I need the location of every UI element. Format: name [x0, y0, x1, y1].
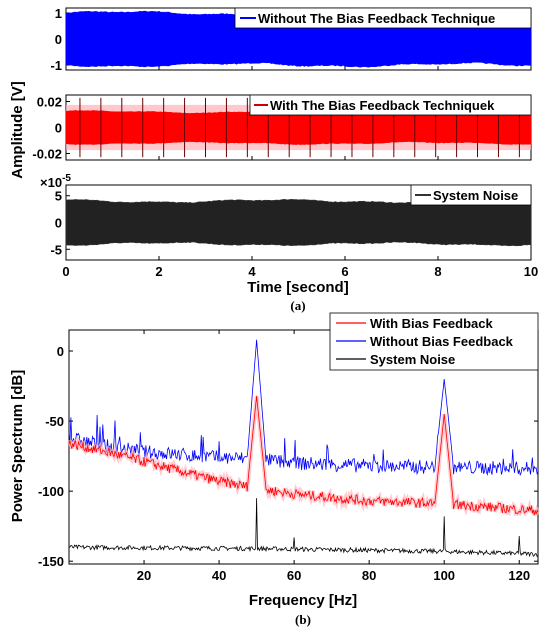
panel-a-xtick-4: 8 [434, 264, 441, 279]
panel-b: 20 40 60 80 100 120 0 -50 -100 -150 With Bias Fee… [9, 312, 540, 627]
panel-b-xtick-4: 100 [433, 568, 455, 583]
panel-a-xtick-5: 10 [524, 264, 538, 279]
subplot-a2: 0.02 0 -0.02 With The Bias Feedback Techni… [32, 94, 532, 162]
panel-b-ytick-1: -50 [45, 414, 64, 429]
subplot-a2-legend-box [249, 94, 532, 116]
panel-b-legend: With Bias Feedback Without Bias Feedback… [329, 312, 539, 371]
panel-b-frame [68, 329, 539, 565]
panel-b-xtick-1: 40 [212, 568, 226, 583]
panel-b-caption: (b) [295, 612, 311, 627]
subplot-a2-ytick-1: 0 [55, 121, 62, 136]
subplot-a3-legend-box [410, 184, 532, 206]
subplot-a2-spikes [79, 97, 520, 158]
panel-b-ytick-3: -150 [38, 554, 64, 569]
subplot-a2-legend-label: With The Bias Feedback Techniquek [270, 98, 495, 113]
panel-a: Amplitude [V] 10-1 Without The Bias Feed… [9, 6, 538, 313]
subplot-a2-legend: With The Bias Feedback Techniquek [249, 94, 532, 116]
subplot-a1: 1 0 -1 Without The Bias Feedback Technique [50, 6, 532, 73]
panel-a-ylabel: Amplitude [V] [9, 81, 26, 179]
panel-b-series-0 [68, 395, 539, 516]
subplot-a3-scale-label: ×10-5 [40, 173, 71, 190]
panel-b-ytick-2: -100 [38, 484, 64, 499]
panel-a-xticks: 0 2 4 6 8 10 [62, 264, 538, 279]
panel-b-xtick-3: 80 [362, 568, 376, 583]
panel-b-ticks: 20 40 60 80 100 120 0 -50 -100 -150 [38, 330, 538, 583]
panel-a-caption: (a) [290, 298, 305, 313]
panel-a-xtick-3: 6 [341, 264, 348, 279]
subplot-a1-ytick-1: 0 [55, 32, 62, 47]
panel-b-ylabel: Power Spectrum [dB] [9, 370, 26, 523]
panel-b-series [67, 339, 540, 558]
subplot-a3-legend-label: System Noise [433, 188, 518, 203]
panel-b-xtick-0: 20 [137, 568, 151, 583]
panel-b-legend-label-2: System Noise [370, 352, 455, 367]
panel-a-xtick-0: 0 [62, 264, 69, 279]
subplot-a3-ytick-0: 5 [55, 189, 62, 204]
subplot-a1-legend: Without The Bias Feedback Technique [234, 7, 532, 29]
subplot-a3-trace [65, 198, 532, 247]
subplot-a1-ytick-0: 1 [55, 6, 62, 21]
panel-b-xlabel: Frequency [Hz] [249, 592, 357, 609]
subplot-a2-ytick-0: 0.02 [37, 95, 62, 110]
panel-b-xtick-2: 60 [287, 568, 301, 583]
subplot-a1-legend-box [234, 7, 532, 29]
subplot-a3: 5 0 -5 ×10-5 System Noise [40, 173, 532, 261]
subplot-a1-ytick-2: -1 [50, 58, 62, 73]
panel-b-series-2 [68, 498, 539, 558]
panel-a-xlabel: Time [second] [247, 279, 348, 296]
panel-a-xtick-2: 4 [248, 264, 256, 279]
subplot-a3-ytick-1: 0 [55, 216, 62, 231]
subplot-a3-ytick-2: -5 [50, 242, 62, 257]
subplot-a3-legend: System Noise [410, 184, 532, 206]
panel-b-series-glow-0 [67, 395, 540, 517]
panel-b-xtick-5: 120 [508, 568, 530, 583]
subplot-a1-legend-label: Without The Bias Feedback Technique [258, 11, 495, 26]
panel-a-xtick-1: 2 [155, 264, 162, 279]
panel-b-legend-label-1: Without Bias Feedback [370, 334, 514, 349]
subplot-a2-ytick-2: -0.02 [32, 147, 62, 162]
panel-b-legend-label-0: With Bias Feedback [370, 316, 493, 331]
panel-b-ytick-0: 0 [57, 344, 64, 359]
subplot-a2-trace [65, 110, 532, 145]
